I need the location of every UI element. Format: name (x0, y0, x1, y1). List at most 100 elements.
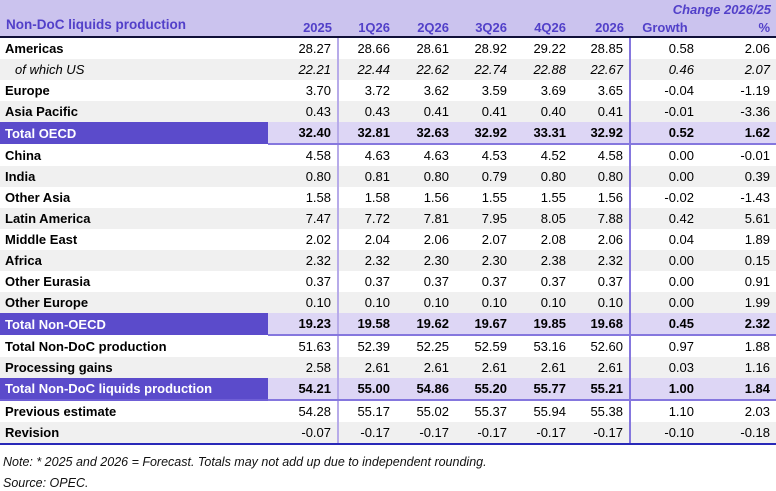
value-cell: 4.63 (364, 148, 390, 163)
value-cell: 1.89 (744, 232, 770, 247)
value-cell: 22.74 (455, 59, 513, 80)
column-header-percent: % (700, 18, 776, 38)
value-cell: 22.88 (513, 59, 572, 80)
value-cell: 3.69 (540, 83, 566, 98)
row-label: Asia Pacific (0, 101, 268, 122)
value-cell: 0.37 (481, 274, 507, 289)
row-label: Middle East (5, 232, 78, 247)
value-cell: 1.62 (700, 122, 776, 145)
value-cell: 0.10 (338, 292, 396, 313)
value-cell: 2.61 (338, 357, 396, 378)
value-cell: 32.81 (338, 122, 396, 145)
row-label: Total Non-DoC liquids production (0, 378, 268, 401)
value-cell: 0.10 (268, 292, 339, 313)
value-cell: -0.01 (630, 101, 700, 122)
row-label: India (0, 166, 268, 187)
value-cell: 55.20 (455, 378, 513, 401)
value-cell: -0.10 (630, 422, 700, 445)
value-cell: -1.43 (740, 190, 770, 205)
value-cell: 19.23 (268, 313, 339, 336)
value-cell: 22.44 (338, 59, 396, 80)
value-cell: 0.80 (268, 166, 339, 187)
production-table: Non-DoC liquids production Change 2026/2… (0, 0, 776, 445)
value-cell: 4.58 (572, 144, 631, 166)
value-cell: 51.63 (268, 335, 339, 357)
value-cell: 52.25 (416, 339, 449, 354)
value-cell: 2.06 (744, 41, 770, 56)
value-cell: 2.30 (396, 250, 455, 271)
table-row: Total OECD 32.40 32.81 32.63 32.92 33.31 32.92… (0, 122, 776, 145)
row-label: Revision (0, 422, 268, 445)
value-cell: 54.86 (396, 378, 455, 401)
value-cell: 4.52 (540, 148, 566, 163)
value-cell: -0.18 (700, 422, 776, 445)
table-row: India 0.80 0.81 0.80 0.79 0.80 0.80 0.00 0.39 (0, 166, 776, 187)
value-cell: -0.04 (664, 83, 694, 98)
footnote: Note: * 2025 and 2026 = Forecast. Totals… (3, 455, 487, 469)
table-row: Total Non-DoC liquids production 54.21 55.… (0, 378, 776, 401)
value-cell: 0.00 (630, 292, 700, 313)
value-cell: 0.41 (455, 101, 513, 122)
value-cell: 0.39 (700, 166, 776, 187)
value-cell: -0.17 (338, 422, 396, 445)
value-cell: 52.59 (474, 339, 507, 354)
value-cell: -3.36 (700, 101, 776, 122)
value-cell: 0.37 (572, 271, 631, 292)
value-cell: 28.85 (572, 37, 631, 59)
value-cell: 55.02 (416, 404, 449, 419)
value-cell: 3.70 (268, 80, 339, 101)
row-label: Other Europe (0, 292, 268, 313)
row-label: China (5, 147, 42, 163)
value-cell: 55.77 (513, 378, 572, 401)
value-cell: 0.10 (572, 292, 631, 313)
value-cell: 3.65 (572, 80, 631, 101)
value-cell: 3.62 (423, 83, 449, 98)
table-row: Asia Pacific 0.43 0.43 0.41 0.41 0.40 0.41 -0.0… (0, 101, 776, 122)
value-cell: 52.60 (572, 335, 631, 357)
row-label: Total OECD (0, 122, 268, 144)
value-cell: 4.58 (268, 144, 339, 166)
table-row: Other Eurasia 0.37 0.37 0.37 0.37 0.37 0.37 0.0… (0, 271, 776, 292)
value-cell: 32.92 (572, 122, 631, 145)
value-cell: 0.79 (455, 166, 513, 187)
column-header-2026: 2026 (572, 18, 630, 38)
value-cell: 28.27 (268, 37, 339, 59)
value-cell: 54.21 (268, 378, 339, 401)
value-cell: 3.72 (364, 83, 390, 98)
value-cell: 28.92 (474, 41, 507, 56)
value-cell: 0.81 (338, 166, 396, 187)
value-cell: 1.99 (700, 292, 776, 313)
value-cell: 2.06 (572, 229, 631, 250)
value-cell: 0.37 (268, 271, 339, 292)
value-cell: 22.62 (396, 59, 455, 80)
value-cell: 0.80 (572, 166, 631, 187)
value-cell: 0.37 (423, 274, 449, 289)
value-cell: 4.63 (423, 148, 449, 163)
value-cell: 0.40 (513, 101, 572, 122)
value-cell: 0.37 (364, 274, 390, 289)
value-cell: 0.91 (744, 274, 770, 289)
value-cell: 1.55 (481, 190, 507, 205)
value-cell: 1.56 (423, 190, 449, 205)
column-header-3q26: 3Q26 (455, 18, 513, 38)
value-cell: 2.04 (364, 232, 390, 247)
value-cell: 2.32 (338, 250, 396, 271)
value-cell: 0.00 (630, 250, 700, 271)
value-cell: 0.41 (396, 101, 455, 122)
value-cell: 2.32 (700, 313, 776, 336)
value-cell: 19.68 (572, 313, 631, 336)
row-label: Latin America (0, 208, 268, 229)
value-cell: 0.37 (540, 274, 566, 289)
value-cell: 2.61 (513, 357, 572, 378)
value-cell: 2.32 (268, 250, 339, 271)
value-cell: 55.37 (474, 404, 507, 419)
value-cell: 19.58 (338, 313, 396, 336)
value-cell: 2.30 (455, 250, 513, 271)
value-cell: 1.58 (268, 187, 339, 208)
table-row: Americas 28.27 28.66 28.61 28.92 29.22 28.85 0.… (0, 37, 776, 59)
source-note: Source: OPEC. (3, 476, 89, 491)
value-cell: 28.61 (416, 41, 449, 56)
value-cell: 2.58 (268, 357, 339, 378)
row-label: Total Non-DoC production (5, 338, 167, 354)
value-cell: 2.07 (700, 59, 776, 80)
